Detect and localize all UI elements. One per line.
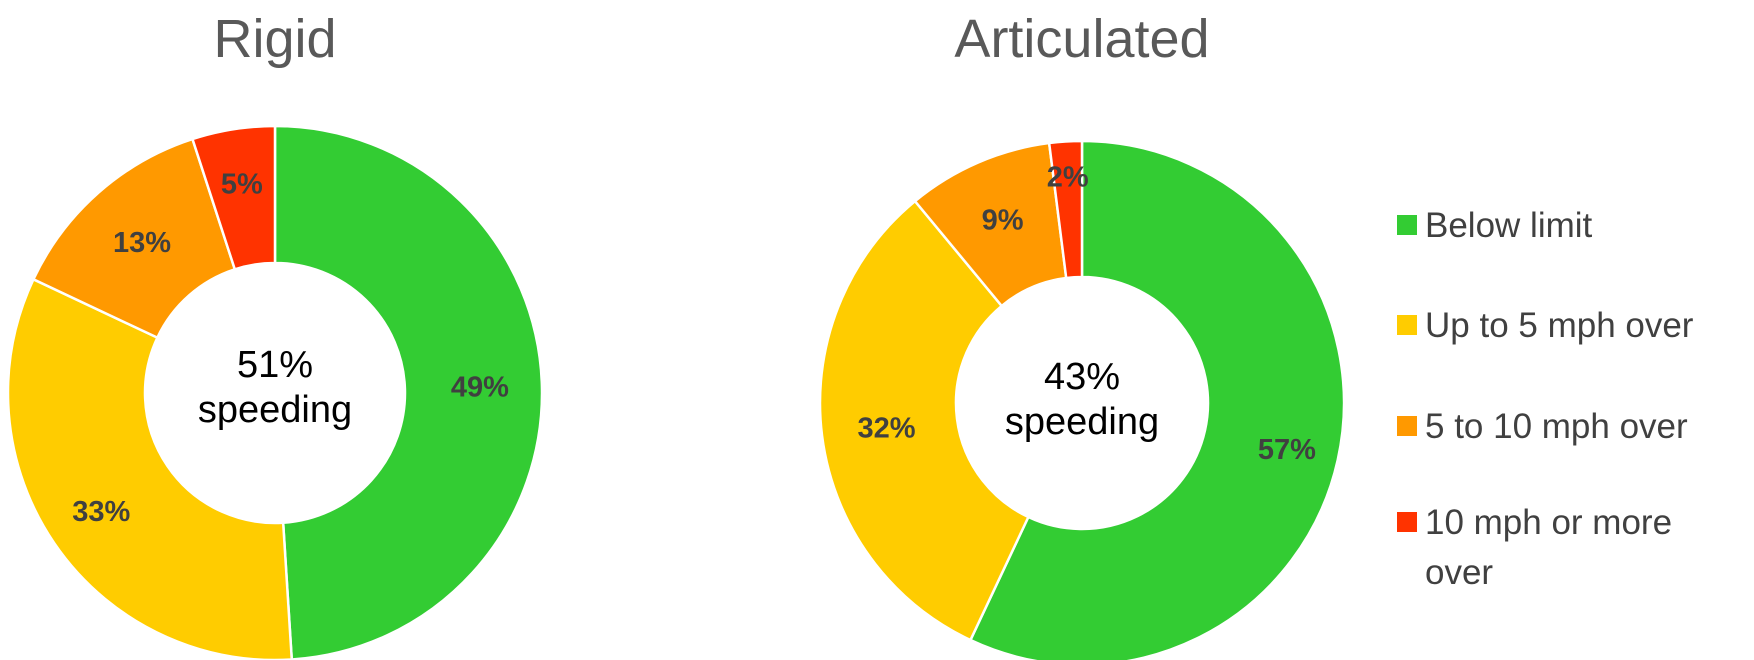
rigid-chart-title: Rigid (213, 9, 336, 69)
articulated-donut-chart: Articulated 57% 32% 9% 2% 43% speeding (818, 9, 1346, 660)
rigid-slices (6, 124, 544, 660)
articulated-center-caption: speeding (1005, 401, 1159, 443)
articulated-data-label-10-or-more: 2% (1047, 161, 1089, 193)
rigid-slice-below-limit (273, 124, 544, 660)
rigid-slice-up-to-5 (6, 277, 294, 660)
rigid-slice-10-or-more (190, 124, 277, 271)
rigid-data-label-10-or-more: 5% (221, 169, 263, 201)
legend-swatch-10-or-more (1397, 512, 1417, 532)
articulated-slices (818, 139, 1346, 660)
legend-label-10-or-more-line1: 10 mph or more (1425, 503, 1672, 542)
legend-swatch-below-limit (1397, 215, 1417, 235)
legend: Below limit Up to 5 mph over 5 to 10 mph… (1397, 206, 1694, 592)
rigid-data-label-5-to-10: 13% (113, 227, 171, 259)
articulated-chart-title: Articulated (954, 9, 1209, 69)
legend-label-10-or-more-line2: over (1425, 553, 1493, 592)
rigid-slice-5-to-10 (31, 137, 237, 340)
legend-label-below-limit: Below limit (1425, 206, 1593, 245)
rigid-data-label-up-to-5: 33% (72, 496, 130, 528)
legend-label-5-to-10: 5 to 10 mph over (1425, 407, 1688, 446)
articulated-data-label-5-to-10: 9% (982, 204, 1024, 236)
legend-swatch-up-to-5 (1397, 315, 1417, 335)
legend-item-up-to-5: Up to 5 mph over (1397, 306, 1694, 345)
legend-item-5-to-10: 5 to 10 mph over (1397, 407, 1688, 446)
legend-item-10-or-more: 10 mph or more over (1397, 503, 1672, 592)
legend-label-up-to-5: Up to 5 mph over (1425, 306, 1694, 345)
rigid-center-percent: 51% (237, 344, 313, 386)
articulated-slice-below-limit (968, 139, 1346, 660)
rigid-donut-chart: Rigid 49% 33% 13% 5% 51% speeding (6, 9, 544, 660)
articulated-data-label-below-limit: 57% (1258, 434, 1316, 466)
legend-swatch-5-to-10 (1397, 416, 1417, 436)
rigid-center-caption: speeding (198, 389, 352, 431)
articulated-data-labels: 57% 32% 9% 2% (858, 161, 1317, 465)
articulated-slice-up-to-5 (818, 199, 1031, 642)
articulated-data-label-up-to-5: 32% (858, 413, 916, 445)
articulated-center-percent: 43% (1044, 356, 1120, 398)
articulated-slice-10-or-more (1047, 139, 1084, 280)
rigid-data-labels: 49% 33% 13% 5% (72, 169, 509, 528)
legend-item-below-limit: Below limit (1397, 206, 1593, 245)
rigid-data-label-below-limit: 49% (451, 372, 509, 404)
